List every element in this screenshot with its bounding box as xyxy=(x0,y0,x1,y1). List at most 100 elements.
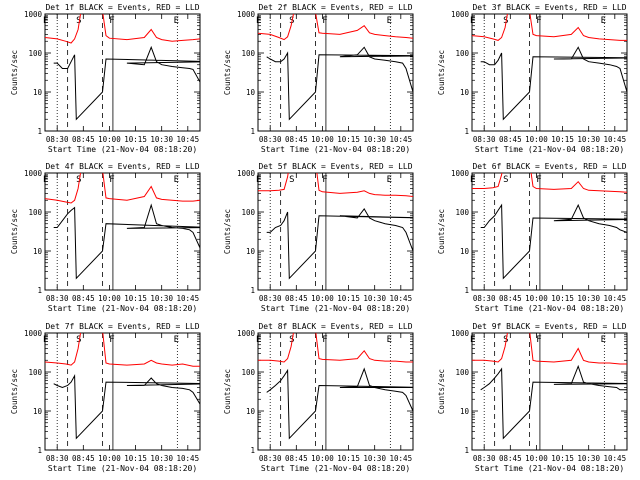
chart-title: Det 7f BLACK = Events, RED = LLD xyxy=(45,322,199,331)
y-axis-label: Counts/sec xyxy=(437,209,446,254)
x-axis-label: Start Time (21-Nov-04 08:18:20) xyxy=(475,304,624,313)
event-marker-label: E xyxy=(174,175,179,185)
x-tick-label: 08:30 xyxy=(46,454,69,463)
x-tick-label: 10:15 xyxy=(337,454,360,463)
y-tick-label: 10 xyxy=(246,407,256,416)
x-tick-label: 10:30 xyxy=(150,454,173,463)
event-marker-label: E xyxy=(387,175,392,185)
y-tick-label: 100 xyxy=(28,49,42,58)
x-axis-label: Start Time (21-Nov-04 08:18:20) xyxy=(261,464,410,473)
y-tick-label: 1 xyxy=(464,127,469,136)
chart-panel: Det 1f BLACK = Events, RED = LLD 1 10 100 10… xyxy=(10,3,201,154)
x-tick-label: 10:00 xyxy=(311,135,334,144)
x-tick-label: 10:00 xyxy=(98,294,121,303)
y-tick-label: 100 xyxy=(455,368,469,377)
series-line-red xyxy=(472,14,627,41)
x-axis-label: Start Time (21-Nov-04 08:18:20) xyxy=(261,145,410,154)
y-tick-label: 100 xyxy=(455,208,469,217)
x-tick-label: 10:45 xyxy=(177,454,200,463)
series-line-black xyxy=(480,203,627,280)
x-tick-label: 10:45 xyxy=(390,294,413,303)
y-tick-label: 100 xyxy=(28,368,42,377)
series-line-black xyxy=(266,367,413,440)
x-tick-label: 08:45 xyxy=(285,454,308,463)
x-tick-label: 10:00 xyxy=(525,454,548,463)
plot-frame xyxy=(471,172,628,291)
x-tick-label: 10:00 xyxy=(311,294,334,303)
chart-panel: Det 8f BLACK = Events, RED = LLD 1 10 100 10… xyxy=(223,322,414,473)
x-tick-label: 10:15 xyxy=(124,454,147,463)
event-marker-label: E xyxy=(601,16,606,26)
event-marker-label: F xyxy=(109,335,114,345)
series-group xyxy=(258,173,413,280)
y-tick-label: 100 xyxy=(455,49,469,58)
event-marker-label: S xyxy=(503,175,508,185)
y-tick-label: 10 xyxy=(460,407,470,416)
x-tick-label: 10:30 xyxy=(150,135,173,144)
event-marker-label: E xyxy=(256,175,261,185)
event-marker-label: F xyxy=(536,335,541,345)
x-tick-label: 08:45 xyxy=(499,454,522,463)
series-group xyxy=(472,333,627,440)
x-axis-label: Start Time (21-Nov-04 08:18:20) xyxy=(261,304,410,313)
series-line-black xyxy=(53,203,200,280)
x-axis-label: Start Time (21-Nov-04 08:18:20) xyxy=(48,145,197,154)
plot-frame xyxy=(257,172,414,291)
event-marker-label: F xyxy=(109,16,114,26)
series-line-red xyxy=(258,173,413,197)
event-marker-label: F xyxy=(536,16,541,26)
x-tick-label: 10:30 xyxy=(577,135,600,144)
plot-frame xyxy=(471,13,628,132)
x-tick-label: 08:45 xyxy=(72,294,95,303)
x-tick-label: 08:30 xyxy=(259,135,282,144)
chart-panel: Det 2f BLACK = Events, RED = LLD 1 10 100 10… xyxy=(223,3,414,154)
x-tick-label: 10:15 xyxy=(551,135,574,144)
series-line-black xyxy=(480,46,627,121)
x-tick-label: 10:30 xyxy=(363,135,386,144)
x-tick-label: 10:00 xyxy=(525,294,548,303)
y-tick-label: 10 xyxy=(33,247,43,256)
series-line-red xyxy=(472,173,627,193)
event-marker-label: E xyxy=(43,335,48,345)
y-tick-label: 10 xyxy=(460,88,470,97)
chart-title: Det 2f BLACK = Events, RED = LLD xyxy=(258,3,412,12)
y-tick-label: 1000 xyxy=(24,169,43,178)
series-group xyxy=(45,333,200,440)
event-marker-label: E xyxy=(601,335,606,345)
y-tick-label: 1000 xyxy=(237,169,256,178)
event-marker-label: F xyxy=(322,335,327,345)
x-tick-label: 08:30 xyxy=(259,454,282,463)
series-line-black xyxy=(53,45,200,121)
x-tick-label: 08:30 xyxy=(473,454,496,463)
x-tick-label: 10:45 xyxy=(604,454,627,463)
event-marker-label: S xyxy=(76,335,81,345)
y-tick-label: 10 xyxy=(33,88,43,97)
event-marker-label: F xyxy=(109,175,114,185)
y-tick-label: 1000 xyxy=(451,169,470,178)
x-tick-label: 10:45 xyxy=(177,294,200,303)
y-tick-label: 1000 xyxy=(237,10,256,19)
x-tick-label: 10:45 xyxy=(390,135,413,144)
event-marker-label: F xyxy=(322,175,327,185)
x-tick-label: 10:30 xyxy=(577,294,600,303)
x-tick-label: 10:45 xyxy=(604,135,627,144)
y-axis-label: Counts/sec xyxy=(10,50,19,95)
series-group xyxy=(45,173,200,280)
series-group xyxy=(45,14,200,121)
series-line-red xyxy=(45,333,200,367)
y-tick-label: 1 xyxy=(250,127,255,136)
event-marker-label: S xyxy=(289,175,294,185)
plot-frame xyxy=(44,332,201,451)
x-tick-label: 08:45 xyxy=(499,294,522,303)
x-tick-label: 08:45 xyxy=(499,135,522,144)
x-tick-label: 10:15 xyxy=(124,135,147,144)
event-marker-label: E xyxy=(174,16,179,26)
chart-panel: Det 6f BLACK = Events, RED = LLD 1 10 100 10… xyxy=(437,162,628,313)
x-tick-label: 10:30 xyxy=(577,454,600,463)
y-tick-label: 10 xyxy=(33,407,43,416)
y-tick-label: 1 xyxy=(250,446,255,455)
event-marker-label: S xyxy=(76,175,81,185)
series-line-red xyxy=(258,14,413,41)
x-axis-label: Start Time (21-Nov-04 08:18:20) xyxy=(475,464,624,473)
series-line-red xyxy=(258,333,413,363)
